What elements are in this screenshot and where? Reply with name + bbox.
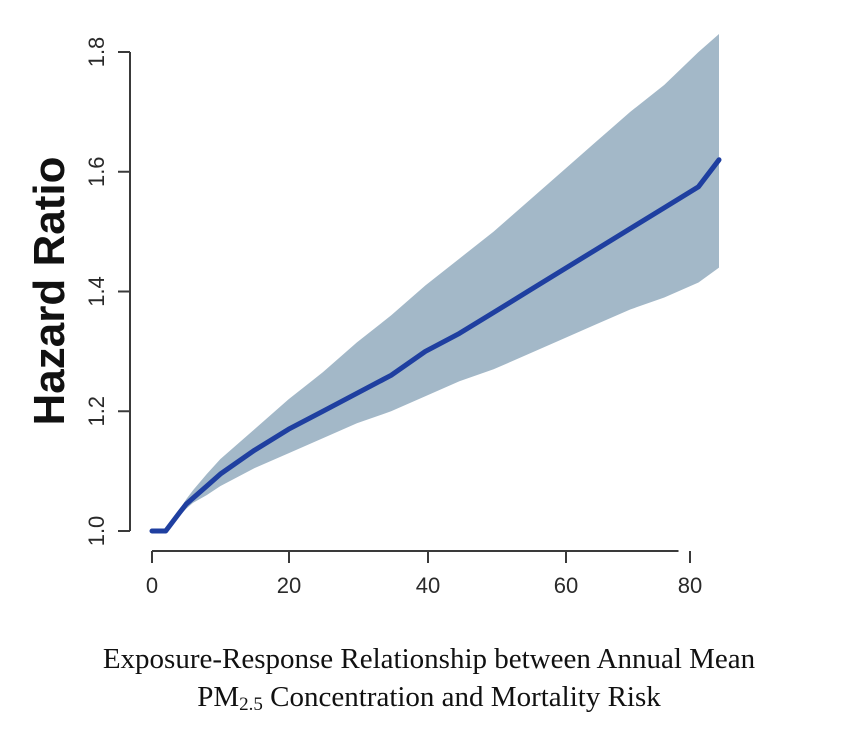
y-tick-label: 1.8 [84,37,109,68]
x-tick-label: 40 [416,573,440,598]
hazard-ratio-chart: 1.0 1.2 1.4 1.6 1.8 0 20 40 60 80 Hazard Ratio [25,34,722,598]
y-axis-ticks: 1.0 1.2 1.4 1.6 1.8 [84,37,130,547]
confidence-band [152,34,719,531]
caption-line-1: Exposure-Response Relationship between A… [102,643,756,675]
x-tick-label: 80 [678,573,702,598]
y-tick-label: 1.4 [84,276,109,307]
x-tick-label: 60 [554,573,578,598]
x-tick-label: 0 [146,573,158,598]
y-tick-label: 1.6 [84,156,109,187]
caption-pm-label: PM [197,681,240,713]
x-axis-ticks: 0 20 40 60 80 [146,551,702,598]
y-tick-label: 1.2 [84,396,109,427]
caption-line-2-text: Concentration and Mortality Risk [262,681,661,713]
caption-pm-subscript: 2.5 [239,694,263,715]
y-tick-label: 1.0 [84,516,109,547]
caption-line-2: PM2.5 Concentration and Mortality Risk [0,678,858,716]
hazard-ratio-series-line [149,157,722,534]
x-tick-label: 20 [277,573,301,598]
y-axis-label: Hazard Ratio [25,157,74,426]
figure-caption: Exposure-Response Relationship between A… [0,640,858,716]
